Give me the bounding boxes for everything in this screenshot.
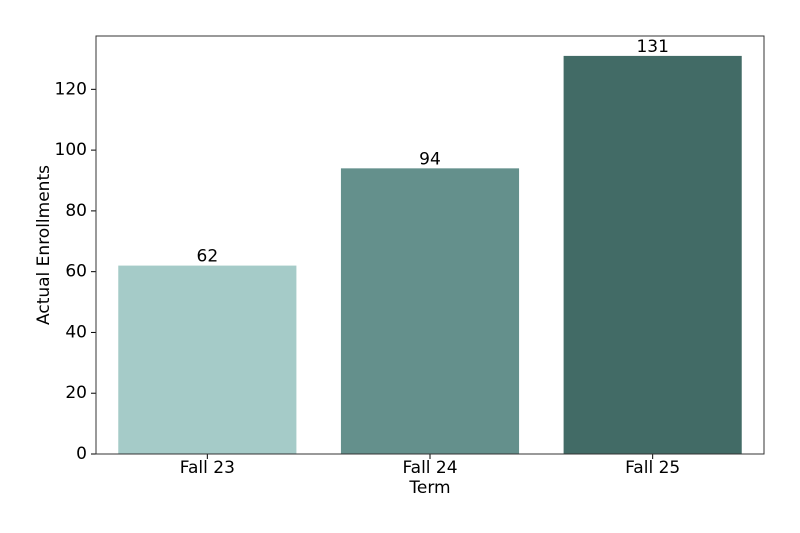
bar <box>118 265 297 454</box>
x-tick-label: Fall 23 <box>180 458 235 478</box>
data-label: 62 <box>197 247 219 267</box>
plot-frame <box>95 35 765 455</box>
data-label: 131 <box>636 37 668 57</box>
x-tick-label: Fall 25 <box>625 458 680 478</box>
y-axis-label: Actual Enrollments <box>34 165 54 325</box>
y-tick-label: 20 <box>65 383 87 403</box>
y-tick-label: 120 <box>55 79 87 99</box>
data-label: 94 <box>419 149 441 169</box>
x-axis-label: Term <box>408 478 450 498</box>
bar <box>563 55 742 455</box>
y-tick-label: 0 <box>76 444 87 464</box>
y-tick-label: 40 <box>65 322 87 342</box>
y-tick-label: 80 <box>65 201 87 221</box>
bar <box>340 168 520 454</box>
y-tick-label: 100 <box>55 140 87 160</box>
x-tick-label: Fall 24 <box>402 458 457 478</box>
y-tick-label: 60 <box>65 262 87 282</box>
